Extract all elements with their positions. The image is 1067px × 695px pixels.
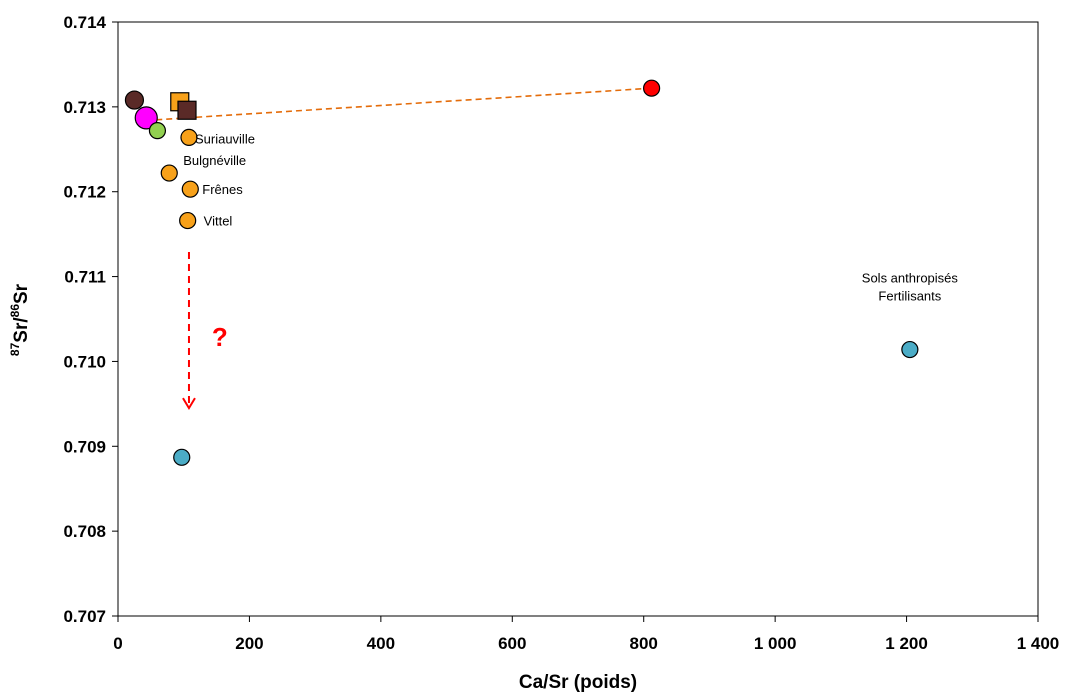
y-tick-label: 0.712: [63, 183, 106, 202]
circle-marker: [173, 448, 191, 466]
circle-marker: [124, 90, 145, 110]
x-tick-label: 0: [113, 634, 122, 653]
x-tick-label: 1 200: [885, 634, 928, 653]
point-label: Bulgnéville: [183, 153, 246, 168]
circle-marker: [181, 180, 199, 198]
y-tick-label: 0.708: [63, 522, 106, 541]
y-tick-label: 0.709: [63, 437, 106, 456]
square-marker: [177, 100, 197, 120]
y-axis-title-main2: Sr: [11, 283, 32, 304]
point-label: Frênes: [202, 182, 243, 197]
y-tick-label: 0.710: [63, 352, 106, 371]
y-tick-label: 0.714: [63, 13, 106, 32]
x-tick-label: 200: [235, 634, 263, 653]
y-axis-title-sup1: 87: [8, 342, 22, 356]
y-axis-title: 87Sr/86Sr: [8, 283, 32, 356]
x-axis-title: Ca/Sr (poids): [519, 672, 637, 693]
circle-marker: [642, 79, 661, 97]
circle-marker: [901, 340, 919, 359]
x-tick-label: 400: [367, 634, 395, 653]
x-tick-label: 600: [498, 634, 526, 653]
point-labels: Suriauville Bulgnéville Frênes Vittel Sols a…: [183, 131, 958, 303]
x-tick-label: 1 000: [754, 634, 797, 653]
annotation-line: Sols anthropisés: [862, 271, 959, 286]
x-tick-label: 800: [630, 634, 658, 653]
y-tick-label: 0.713: [63, 98, 106, 117]
plot-area: [117, 21, 1039, 617]
circle-marker: [179, 211, 197, 230]
x-tick-label: 1 400: [1017, 634, 1060, 653]
chart-lines: ?: [146, 87, 652, 411]
arrow-head: [182, 397, 196, 411]
question-mark: ?: [212, 322, 228, 352]
y-axis-title-sup2: 86: [8, 304, 22, 318]
y-axis-ticks: 0.707 0.708 0.709 0.710 0.711 0.712 0.713 0.714: [63, 13, 118, 626]
circle-marker: [148, 122, 167, 140]
point-label: Suriauville: [195, 131, 255, 146]
y-tick-label: 0.707: [63, 607, 106, 626]
point-label: Vittel: [204, 214, 233, 229]
y-axis-title-main1: Sr/: [11, 317, 32, 343]
mixing-line: [146, 87, 652, 122]
annotation-line: Fertilisants: [878, 289, 941, 304]
data-points: [124, 79, 919, 466]
circle-marker: [134, 106, 158, 130]
y-tick-label: 0.711: [64, 268, 106, 287]
circle-marker: [160, 164, 178, 182]
x-axis-ticks: 0 200 400 600 800 1 000 1 200 1 400: [113, 616, 1059, 653]
circle-marker: [180, 128, 198, 147]
